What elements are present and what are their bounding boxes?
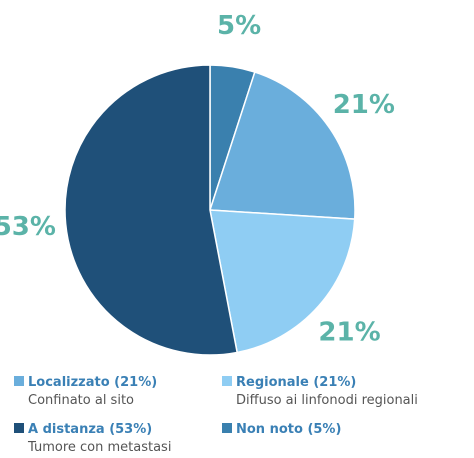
legend-swatch bbox=[222, 423, 232, 433]
legend-title: Non noto (5%) bbox=[236, 422, 341, 437]
legend-title: A distanza (53%) bbox=[28, 422, 152, 437]
value-label: 53% bbox=[0, 212, 56, 242]
legend-swatch bbox=[14, 423, 24, 433]
pie-slice bbox=[209, 209, 356, 354]
value-label: 21% bbox=[333, 90, 395, 120]
legend-description: Diffuso ai linfonodi regionali bbox=[236, 393, 418, 408]
legend-title: Regionale (21%) bbox=[236, 375, 356, 390]
legend-swatch bbox=[14, 376, 24, 386]
legend-title: Localizzato (21%) bbox=[28, 375, 157, 390]
pie-slice bbox=[208, 71, 356, 220]
pie-slice bbox=[64, 64, 239, 356]
value-label: 21% bbox=[318, 318, 380, 348]
legend-description: Tumore con metastasi bbox=[27, 440, 171, 455]
legend-description: Confinato al sito bbox=[28, 393, 134, 408]
legend-swatch bbox=[222, 376, 232, 386]
value-label: 5% bbox=[217, 11, 261, 41]
